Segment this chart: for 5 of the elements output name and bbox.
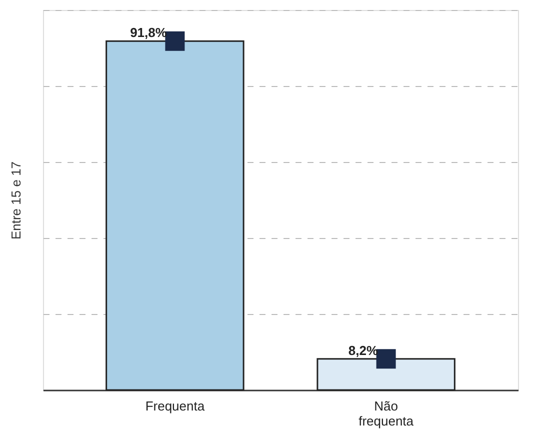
data-label: 8,2% <box>348 342 378 358</box>
data-label: 91,8% <box>130 25 168 40</box>
x-tick-label: Frequenta <box>145 398 206 414</box>
x-tick-label: Não frequenta <box>358 398 414 428</box>
y-axis-title: Entre 15 e 17 <box>8 161 24 240</box>
